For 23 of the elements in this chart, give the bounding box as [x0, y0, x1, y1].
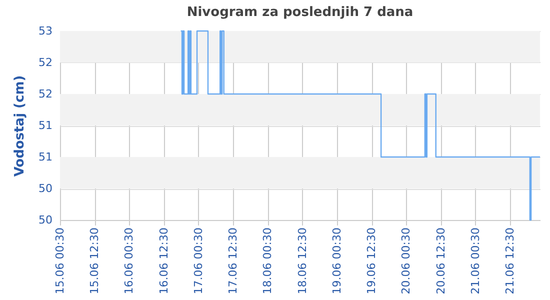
x-tick-label: 18.06 12:30	[296, 228, 309, 294]
x-tick-label: 18.06 00:30	[261, 228, 274, 294]
x-tick-label: 16.06 12:30	[157, 228, 170, 294]
x-tick-label: 19.06 00:30	[330, 228, 344, 294]
y-tick-label: 53	[38, 24, 52, 38]
x-tick-label: 17.06 12:30	[226, 228, 240, 294]
x-tick-label: 20.06 12:30	[434, 228, 448, 294]
y-tick-label: 52	[38, 56, 52, 69]
y-tick-label: 51	[38, 150, 52, 164]
x-tick-label: 15.06 00:30	[54, 228, 66, 294]
x-tick-label: 19.06 12:30	[365, 228, 378, 294]
y-tick-label: 50	[38, 214, 52, 226]
y-tick-label: 50	[38, 182, 52, 195]
y-axis-title: Vodostaj (cm)	[12, 75, 28, 177]
x-tick-label: 21.06 12:30	[504, 228, 516, 294]
y-tick-label: 52	[38, 88, 52, 100]
x-tick-label: 17.06 00:30	[192, 228, 205, 294]
x-tick-label: 15.06 12:30	[88, 228, 102, 294]
x-tick-label: 20.06 00:30	[400, 228, 413, 294]
chart-title: Nivogram za poslednjih 7 dana	[186, 5, 414, 20]
x-tick-label: 16.06 00:30	[122, 228, 136, 294]
x-tick-label: 21.06 00:30	[468, 228, 482, 294]
y-tick-label: 51	[38, 119, 52, 132]
